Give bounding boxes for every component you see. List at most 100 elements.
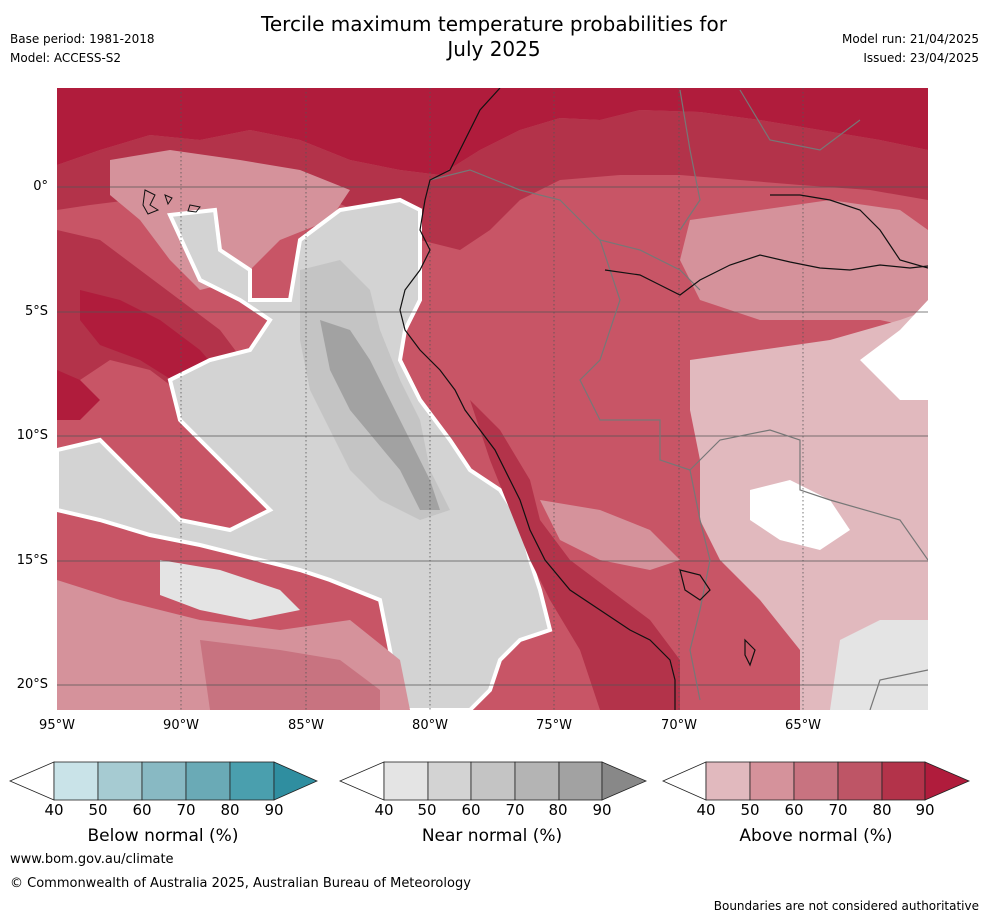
below-cb-50 xyxy=(53,761,99,801)
border-argentina-paraguay xyxy=(869,669,928,710)
above-tick-70: 70 xyxy=(828,801,848,819)
meta-left: Base period: 1981-2018 Model: ACCESS-S2 xyxy=(10,30,155,68)
below-cb-70 xyxy=(141,761,187,801)
website-link[interactable]: www.bom.gov.au/climate xyxy=(10,852,174,867)
lat-label-20s: 20°S xyxy=(16,677,48,692)
above-tick-60: 60 xyxy=(784,801,804,819)
above-cb-90 xyxy=(881,761,926,801)
below-tick-90: 90 xyxy=(264,801,284,819)
border-colombia-ecuador xyxy=(429,169,701,291)
below-cb-90 xyxy=(229,761,275,801)
border-peru-brazil xyxy=(579,239,691,471)
near-cb-left xyxy=(338,761,385,801)
disclaimer-text: Boundaries are not considered authoritat… xyxy=(713,899,979,913)
near-normal-east-blob xyxy=(750,480,850,550)
lat-label-10s: 10°S xyxy=(16,428,48,443)
galapagos-san-cristobal xyxy=(187,204,201,213)
map-title: Tercile maximum temperature probabilitie… xyxy=(0,12,988,62)
near-normal-southeast xyxy=(830,620,928,710)
above-cb-right xyxy=(924,761,971,801)
near-tick-50: 50 xyxy=(417,801,437,819)
coastline-amazon xyxy=(770,194,928,269)
lon-label-80w: 80°W xyxy=(412,718,448,733)
colorbar-below xyxy=(8,761,318,801)
model-name: Model: ACCESS-S2 xyxy=(10,51,122,65)
above-cb-50 xyxy=(705,761,751,801)
near-normal-label: Near normal (%) xyxy=(421,826,563,846)
lat-label-15s: 15°S xyxy=(16,553,48,568)
above-normal-70-south xyxy=(200,640,380,710)
model-run: Model run: 21/04/2025 xyxy=(841,32,979,46)
lon-label-65w: 65°W xyxy=(785,718,821,733)
near-normal-40-south xyxy=(160,560,300,620)
above-normal-90-edge xyxy=(57,370,100,420)
above-normal-80-coast xyxy=(470,400,680,710)
coastline-pacific xyxy=(399,88,676,710)
above-cb-70 xyxy=(793,761,839,801)
below-cb-right xyxy=(273,761,318,801)
near-tick-40: 40 xyxy=(374,801,394,819)
base-period: Base period: 1981-2018 xyxy=(10,32,155,46)
below-tick-60: 60 xyxy=(132,801,152,819)
near-cb-90 xyxy=(558,761,603,801)
border-colombia-venezuela xyxy=(679,89,701,231)
lat-label-5s: 5°S xyxy=(24,304,48,319)
above-cb-60 xyxy=(749,761,795,801)
colorbar-near xyxy=(338,761,648,801)
near-normal-70-core xyxy=(320,320,440,510)
near-cb-80 xyxy=(514,761,560,801)
below-cb-80 xyxy=(185,761,231,801)
above-cb-left xyxy=(662,761,707,801)
above-cb-80 xyxy=(837,761,883,801)
lon-label-70w: 70°W xyxy=(661,718,697,733)
above-normal-50-ocean xyxy=(110,150,350,290)
above-tick-90: 90 xyxy=(915,801,935,819)
above-tick-40: 40 xyxy=(696,801,716,819)
amazon-river xyxy=(604,254,928,296)
above-normal-50-coast xyxy=(540,500,680,570)
coastlines xyxy=(399,88,928,710)
border-bolivia-chile xyxy=(689,469,711,701)
lake-poopo xyxy=(744,638,756,667)
above-normal-label: Above normal (%) xyxy=(739,826,893,846)
near-cb-50 xyxy=(383,761,429,801)
grid-lat-lines xyxy=(57,186,928,686)
near-cb-60 xyxy=(427,761,472,801)
colorbar-above xyxy=(662,761,971,801)
title-line-2: July 2025 xyxy=(447,37,541,61)
border-brazil-bolivia xyxy=(689,429,928,561)
lon-label-85w: 85°W xyxy=(288,718,324,733)
map-plot-area xyxy=(57,88,928,710)
below-normal-label: Below normal (%) xyxy=(87,826,239,846)
lon-label-95w: 95°W xyxy=(39,718,75,733)
below-cb-left xyxy=(8,761,55,801)
near-tick-60: 60 xyxy=(461,801,481,819)
lat-label-0: 0° xyxy=(33,179,48,194)
below-tick-50: 50 xyxy=(88,801,108,819)
near-normal-east xyxy=(860,300,928,400)
title-line-1: Tercile maximum temperature probabilitie… xyxy=(261,12,727,36)
above-normal-90-north xyxy=(57,88,928,175)
galapagos-santa-cruz xyxy=(164,194,173,206)
lon-label-90w: 90°W xyxy=(163,718,199,733)
below-tick-40: 40 xyxy=(44,801,64,819)
border-brazil-northeast xyxy=(739,89,861,151)
near-tick-90: 90 xyxy=(592,801,612,819)
meta-right: Model run: 21/04/2025 Issued: 23/04/2025 xyxy=(842,30,979,68)
near-cb-70 xyxy=(470,761,516,801)
copyright-text: © Commonwealth of Australia 2025, Austra… xyxy=(10,876,471,891)
near-tick-70: 70 xyxy=(505,801,525,819)
above-normal-80-north xyxy=(57,110,928,250)
above-tick-50: 50 xyxy=(740,801,760,819)
galapagos xyxy=(142,189,201,215)
issued-date: Issued: 23/04/2025 xyxy=(863,51,979,65)
near-tick-80: 80 xyxy=(548,801,568,819)
below-tick-70: 70 xyxy=(176,801,196,819)
galapagos-isabela xyxy=(142,189,160,215)
country-borders xyxy=(429,89,928,710)
below-tick-80: 80 xyxy=(220,801,240,819)
near-cb-right xyxy=(601,761,648,801)
lake-titicaca xyxy=(679,569,711,601)
lon-label-75w: 75°W xyxy=(536,718,572,733)
